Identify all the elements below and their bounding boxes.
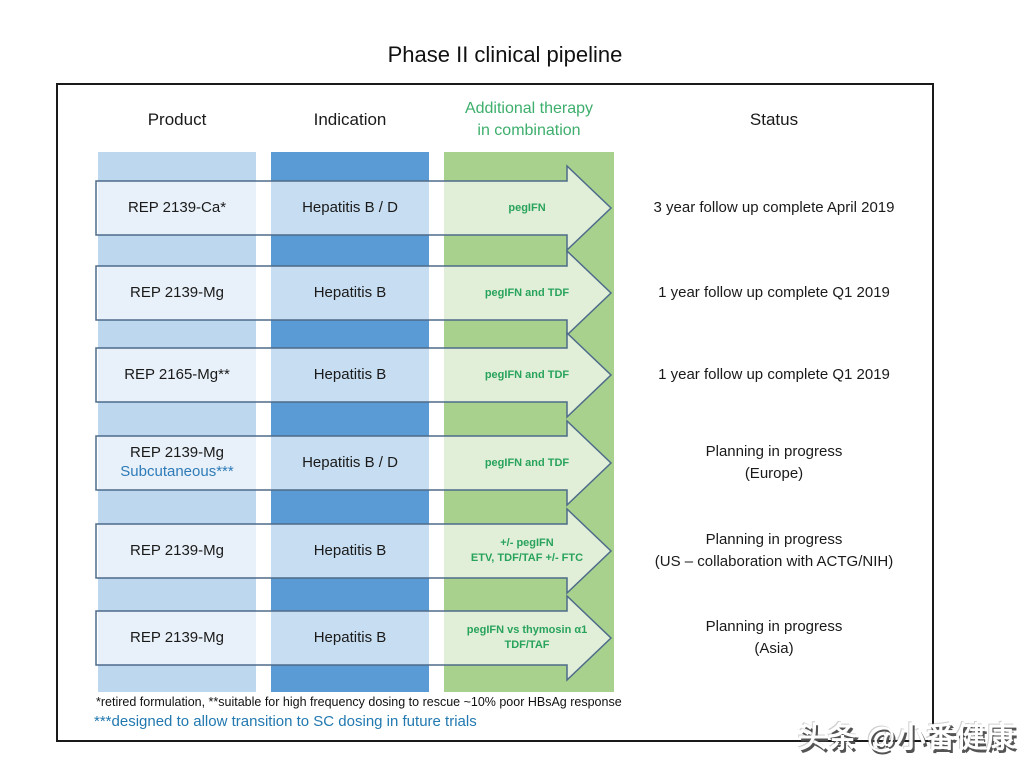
indication-cell: Hepatitis B <box>313 283 387 301</box>
arrow-shape <box>95 164 613 252</box>
therapy-line1: pegIFN and TDF <box>484 286 570 299</box>
product-column-band <box>98 152 256 692</box>
product-cell: REP 2139-Ca* <box>98 181 256 235</box>
therapy-cell: pegIFN and TDF <box>443 266 611 320</box>
therapy-line2: ETV, TDF/TAF +/- FTC <box>470 552 584 564</box>
therapy-line1: pegIFN and TDF <box>484 368 570 381</box>
page-title: Phase II clinical pipeline <box>387 42 623 67</box>
status-cell-3: 1 year follow up complete Q1 2019 <box>618 331 930 419</box>
therapy-line1: pegIFN vs thymosin α1 <box>466 624 588 637</box>
arrow-shape <box>95 419 613 507</box>
therapy-header-line1: Additional therapy <box>464 100 594 118</box>
footnote-line2: ***designed to allow transition to SC do… <box>94 713 477 730</box>
product-name: REP 2139-Mg <box>130 283 224 301</box>
product-cell: REP 2139-Mg <box>98 611 256 665</box>
column-header-product: Product <box>147 110 207 129</box>
pipeline-row-5: REP 2139-Mg Hepatitis B +/- pegIFN ETV, … <box>95 507 614 595</box>
therapy-cell: pegIFN and TDF <box>443 436 611 490</box>
product-name: REP 2139-Mg <box>130 541 224 559</box>
status-line1: Planning in progress <box>705 531 843 549</box>
status-line1: 1 year follow up complete Q1 2019 <box>658 366 890 384</box>
status-line2: (Europe) <box>744 465 804 482</box>
pipeline-row-2: REP 2139-Mg Hepatitis B pegIFN and TDF <box>95 249 614 337</box>
arrow-shape <box>95 507 613 595</box>
status-line2: (US – collaboration with ACTG/NIH) <box>654 553 894 570</box>
product-subline: Subcutaneous*** <box>120 463 234 480</box>
therapy-cell: pegIFN and TDF <box>443 348 611 402</box>
pipeline-board: Product Indication Additional therapy in… <box>56 83 934 742</box>
status-cell-6: Planning in progress (Asia) <box>618 594 930 682</box>
therapy-header-line2: in combination <box>477 122 581 139</box>
pipeline-row-3: REP 2165-Mg** Hepatitis B pegIFN and TDF <box>95 331 614 419</box>
status-line1: 1 year follow up complete Q1 2019 <box>658 284 890 302</box>
therapy-column-band <box>444 152 614 692</box>
pipeline-row-6: REP 2139-Mg Hepatitis B pegIFN vs thymos… <box>95 594 614 682</box>
product-name: REP 2165-Mg** <box>124 365 230 383</box>
indication-cell: Hepatitis B <box>313 541 387 559</box>
therapy-cell: +/- pegIFN ETV, TDF/TAF +/- FTC <box>443 524 611 578</box>
status-cell-1: 3 year follow up complete April 2019 <box>618 164 930 252</box>
product-name: REP 2139-Ca* <box>127 198 227 216</box>
status-line1: Planning in progress <box>705 618 843 636</box>
pipeline-row-4: REP 2139-Mg Subcutaneous*** Hepatitis B … <box>95 419 614 507</box>
therapy-line2: TDF/TAF <box>504 639 550 651</box>
watermark-toutiao: 头条 @小番健康 <box>798 722 1017 754</box>
therapy-line1: +/- pegIFN <box>500 537 554 550</box>
column-header-status: Status <box>749 110 799 129</box>
indication-column-band <box>271 152 429 692</box>
product-cell: REP 2139-Mg Subcutaneous*** <box>98 436 256 490</box>
status-cell-5: Planning in progress (US – collaboration… <box>618 507 930 595</box>
arrow-shape <box>95 594 613 682</box>
product-cell: REP 2139-Mg <box>98 524 256 578</box>
status-line1: Planning in progress <box>705 443 843 461</box>
footnote-line1: *retired formulation, **suitable for hig… <box>96 695 622 709</box>
product-name: REP 2139-Mg <box>130 628 224 646</box>
therapy-cell: pegIFN vs thymosin α1 TDF/TAF <box>443 611 611 665</box>
product-cell: REP 2165-Mg** <box>98 348 256 402</box>
indication-cell: Hepatitis B / D <box>302 198 398 216</box>
indication-cell: Hepatitis B <box>313 628 387 646</box>
indication-cell: Hepatitis B <box>313 365 387 383</box>
status-line1: 3 year follow up complete April 2019 <box>653 199 895 217</box>
pipeline-row-1: REP 2139-Ca* Hepatitis B / D pegIFN <box>95 164 614 252</box>
indication-cell: Hepatitis B / D <box>302 453 398 471</box>
therapy-line1: pegIFN and TDF <box>484 456 570 469</box>
therapy-cell: pegIFN <box>443 181 611 235</box>
status-cell-4: Planning in progress (Europe) <box>618 419 930 507</box>
column-header-additional-therapy: Additional therapy in combination <box>414 97 644 143</box>
product-cell: REP 2139-Mg <box>98 266 256 320</box>
therapy-line1: pegIFN <box>508 201 546 214</box>
arrow-shape <box>95 249 613 337</box>
arrow-shape <box>95 331 613 419</box>
column-header-indication: Indication <box>313 110 387 129</box>
status-line2: (Asia) <box>754 640 794 657</box>
product-name: REP 2139-Mg <box>130 444 224 462</box>
status-cell-2: 1 year follow up complete Q1 2019 <box>618 249 930 337</box>
